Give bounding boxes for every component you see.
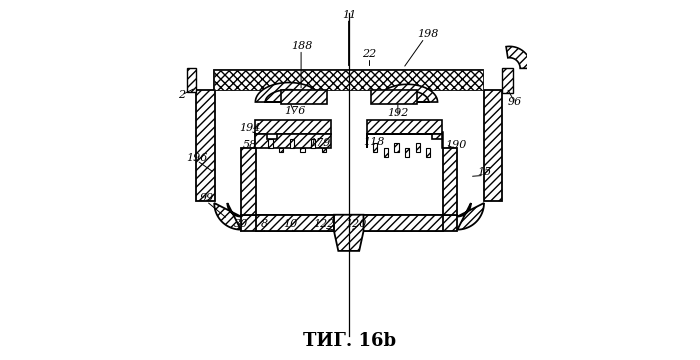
Polygon shape (377, 84, 438, 102)
Polygon shape (214, 70, 483, 90)
Text: 120: 120 (346, 219, 367, 229)
Polygon shape (506, 46, 531, 68)
Text: 58: 58 (243, 140, 257, 149)
Polygon shape (426, 148, 430, 157)
Text: 11: 11 (342, 10, 357, 20)
Polygon shape (241, 215, 344, 231)
Polygon shape (214, 203, 241, 230)
Text: 198: 198 (417, 28, 439, 39)
Polygon shape (394, 144, 398, 152)
Text: ΤИГ. 16b: ΤИГ. 16b (303, 332, 397, 350)
Text: 22: 22 (363, 49, 377, 59)
Text: 2: 2 (178, 90, 186, 100)
Polygon shape (290, 139, 294, 148)
Polygon shape (334, 215, 363, 251)
Polygon shape (416, 144, 420, 152)
Polygon shape (241, 148, 256, 215)
Polygon shape (256, 82, 323, 102)
Polygon shape (442, 148, 457, 215)
Text: 15: 15 (477, 167, 491, 177)
Text: 99: 99 (199, 193, 213, 203)
Polygon shape (457, 203, 484, 230)
Text: 8: 8 (260, 219, 268, 229)
Polygon shape (196, 90, 215, 201)
Polygon shape (373, 144, 377, 152)
Polygon shape (256, 134, 442, 215)
Text: 122: 122 (313, 219, 335, 229)
Polygon shape (279, 148, 284, 152)
Text: 30: 30 (234, 219, 248, 229)
Text: 10: 10 (284, 219, 298, 229)
Polygon shape (255, 134, 330, 148)
Text: 196: 196 (186, 153, 208, 163)
Polygon shape (503, 68, 513, 93)
Polygon shape (300, 148, 304, 152)
Text: 194: 194 (239, 122, 260, 132)
Polygon shape (255, 121, 330, 134)
Polygon shape (363, 215, 442, 231)
Text: 176: 176 (284, 106, 306, 116)
Polygon shape (405, 148, 409, 157)
Polygon shape (214, 70, 483, 90)
Text: 192: 192 (387, 108, 409, 118)
Polygon shape (367, 121, 442, 134)
Text: 96: 96 (508, 97, 522, 107)
Polygon shape (311, 139, 315, 148)
Polygon shape (370, 90, 416, 104)
Text: 118: 118 (363, 137, 385, 147)
Text: 190: 190 (445, 140, 466, 150)
Polygon shape (367, 134, 442, 148)
Polygon shape (256, 215, 334, 231)
Polygon shape (484, 90, 503, 201)
Text: 188: 188 (291, 41, 313, 51)
Polygon shape (384, 148, 388, 157)
Text: 179: 179 (309, 138, 330, 148)
Polygon shape (321, 148, 326, 152)
Polygon shape (187, 68, 196, 93)
Polygon shape (281, 90, 327, 104)
Polygon shape (269, 139, 273, 148)
Polygon shape (355, 215, 457, 231)
